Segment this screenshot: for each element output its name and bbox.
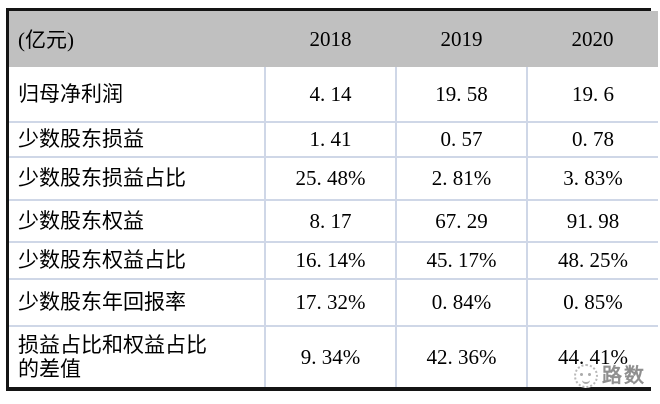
table-row: 少数股东损益占比 25. 48% 2. 81% 3. 83% [9,156,658,200]
cell-value: 0. 57 [395,121,527,157]
cell-value: 16. 14% [264,241,396,279]
table-row: 少数股东损益 1. 41 0. 57 0. 78 [9,121,658,157]
row-label: 少数股东损益 [9,121,265,157]
row-label: 少数股东权益 [9,199,265,242]
cell-value: 19. 6 [526,67,658,122]
row-label: 少数股东损益占比 [9,156,265,200]
cell-value: 2. 81% [395,156,527,200]
watermark-brand-text: 路数 [602,365,646,387]
financial-table: (亿元) 2018 2019 2020 归母净利润 4. 14 19. 58 1… [6,8,658,391]
minority-interest-table: (亿元) 2018 2019 2020 归母净利润 4. 14 19. 58 1… [9,11,658,387]
cell-value: 91. 98 [526,199,658,242]
dashed-circle-logo-icon [574,364,598,388]
row-label: 少数股东权益占比 [9,241,265,279]
year-header-2018: 2018 [265,11,396,67]
cell-value: 0. 85% [526,278,658,326]
cell-value: 45. 17% [395,241,527,279]
cell-value: 19. 58 [395,67,527,122]
table-row: 少数股东年回报率 17. 32% 0. 84% 0. 85% [9,278,658,326]
year-header-2020: 2020 [527,11,658,67]
cell-value: 4. 14 [264,67,396,122]
year-header-2019: 2019 [396,11,527,67]
unit-header-cell: (亿元) [9,11,265,67]
table-row: 归母净利润 4. 14 19. 58 19. 6 [9,67,658,122]
cell-value: 42. 36% [395,325,527,387]
cell-value: 48. 25% [526,241,658,279]
cell-value: 0. 78 [526,121,658,157]
row-label: 损益占比和权益占比的差值 [9,325,265,387]
cell-value: 17. 32% [264,278,396,326]
cell-value: 8. 17 [264,199,396,242]
row-label: 少数股东年回报率 [9,278,265,326]
cell-value: 0. 84% [395,278,527,326]
cell-value: 1. 41 [264,121,396,157]
table-row: 少数股东权益 8. 17 67. 29 91. 98 [9,199,658,242]
cell-value: 3. 83% [526,156,658,200]
table-header-row: (亿元) 2018 2019 2020 [9,11,658,67]
table-row: 损益占比和权益占比的差值 9. 34% 42. 36% 44. 41% [9,325,658,387]
table-row: 少数股东权益占比 16. 14% 45. 17% 48. 25% [9,241,658,279]
cell-value: 25. 48% [264,156,396,200]
row-label: 归母净利润 [9,67,265,122]
watermark: 路数 [574,364,646,388]
cell-value: 67. 29 [395,199,527,242]
cell-value: 9. 34% [264,325,396,387]
